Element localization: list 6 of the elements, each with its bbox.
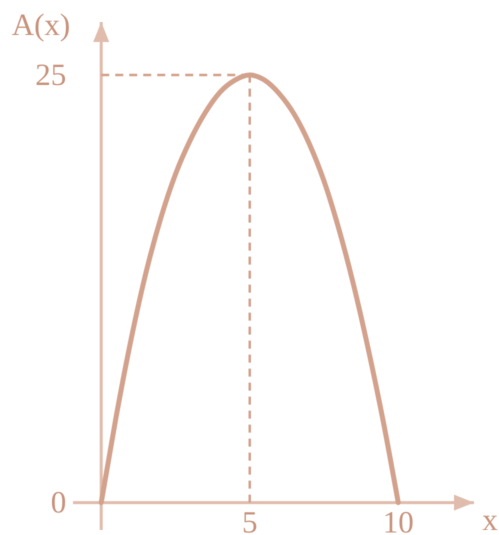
y-tick-label: 25 — [35, 56, 66, 92]
y-tick-label: 0 — [50, 484, 66, 520]
x-tick-label: 10 — [382, 504, 414, 535]
x-axis-title: x — [482, 502, 498, 535]
x-tick-label: 5 — [242, 504, 258, 535]
y-axis-title: A(x) — [12, 7, 70, 42]
